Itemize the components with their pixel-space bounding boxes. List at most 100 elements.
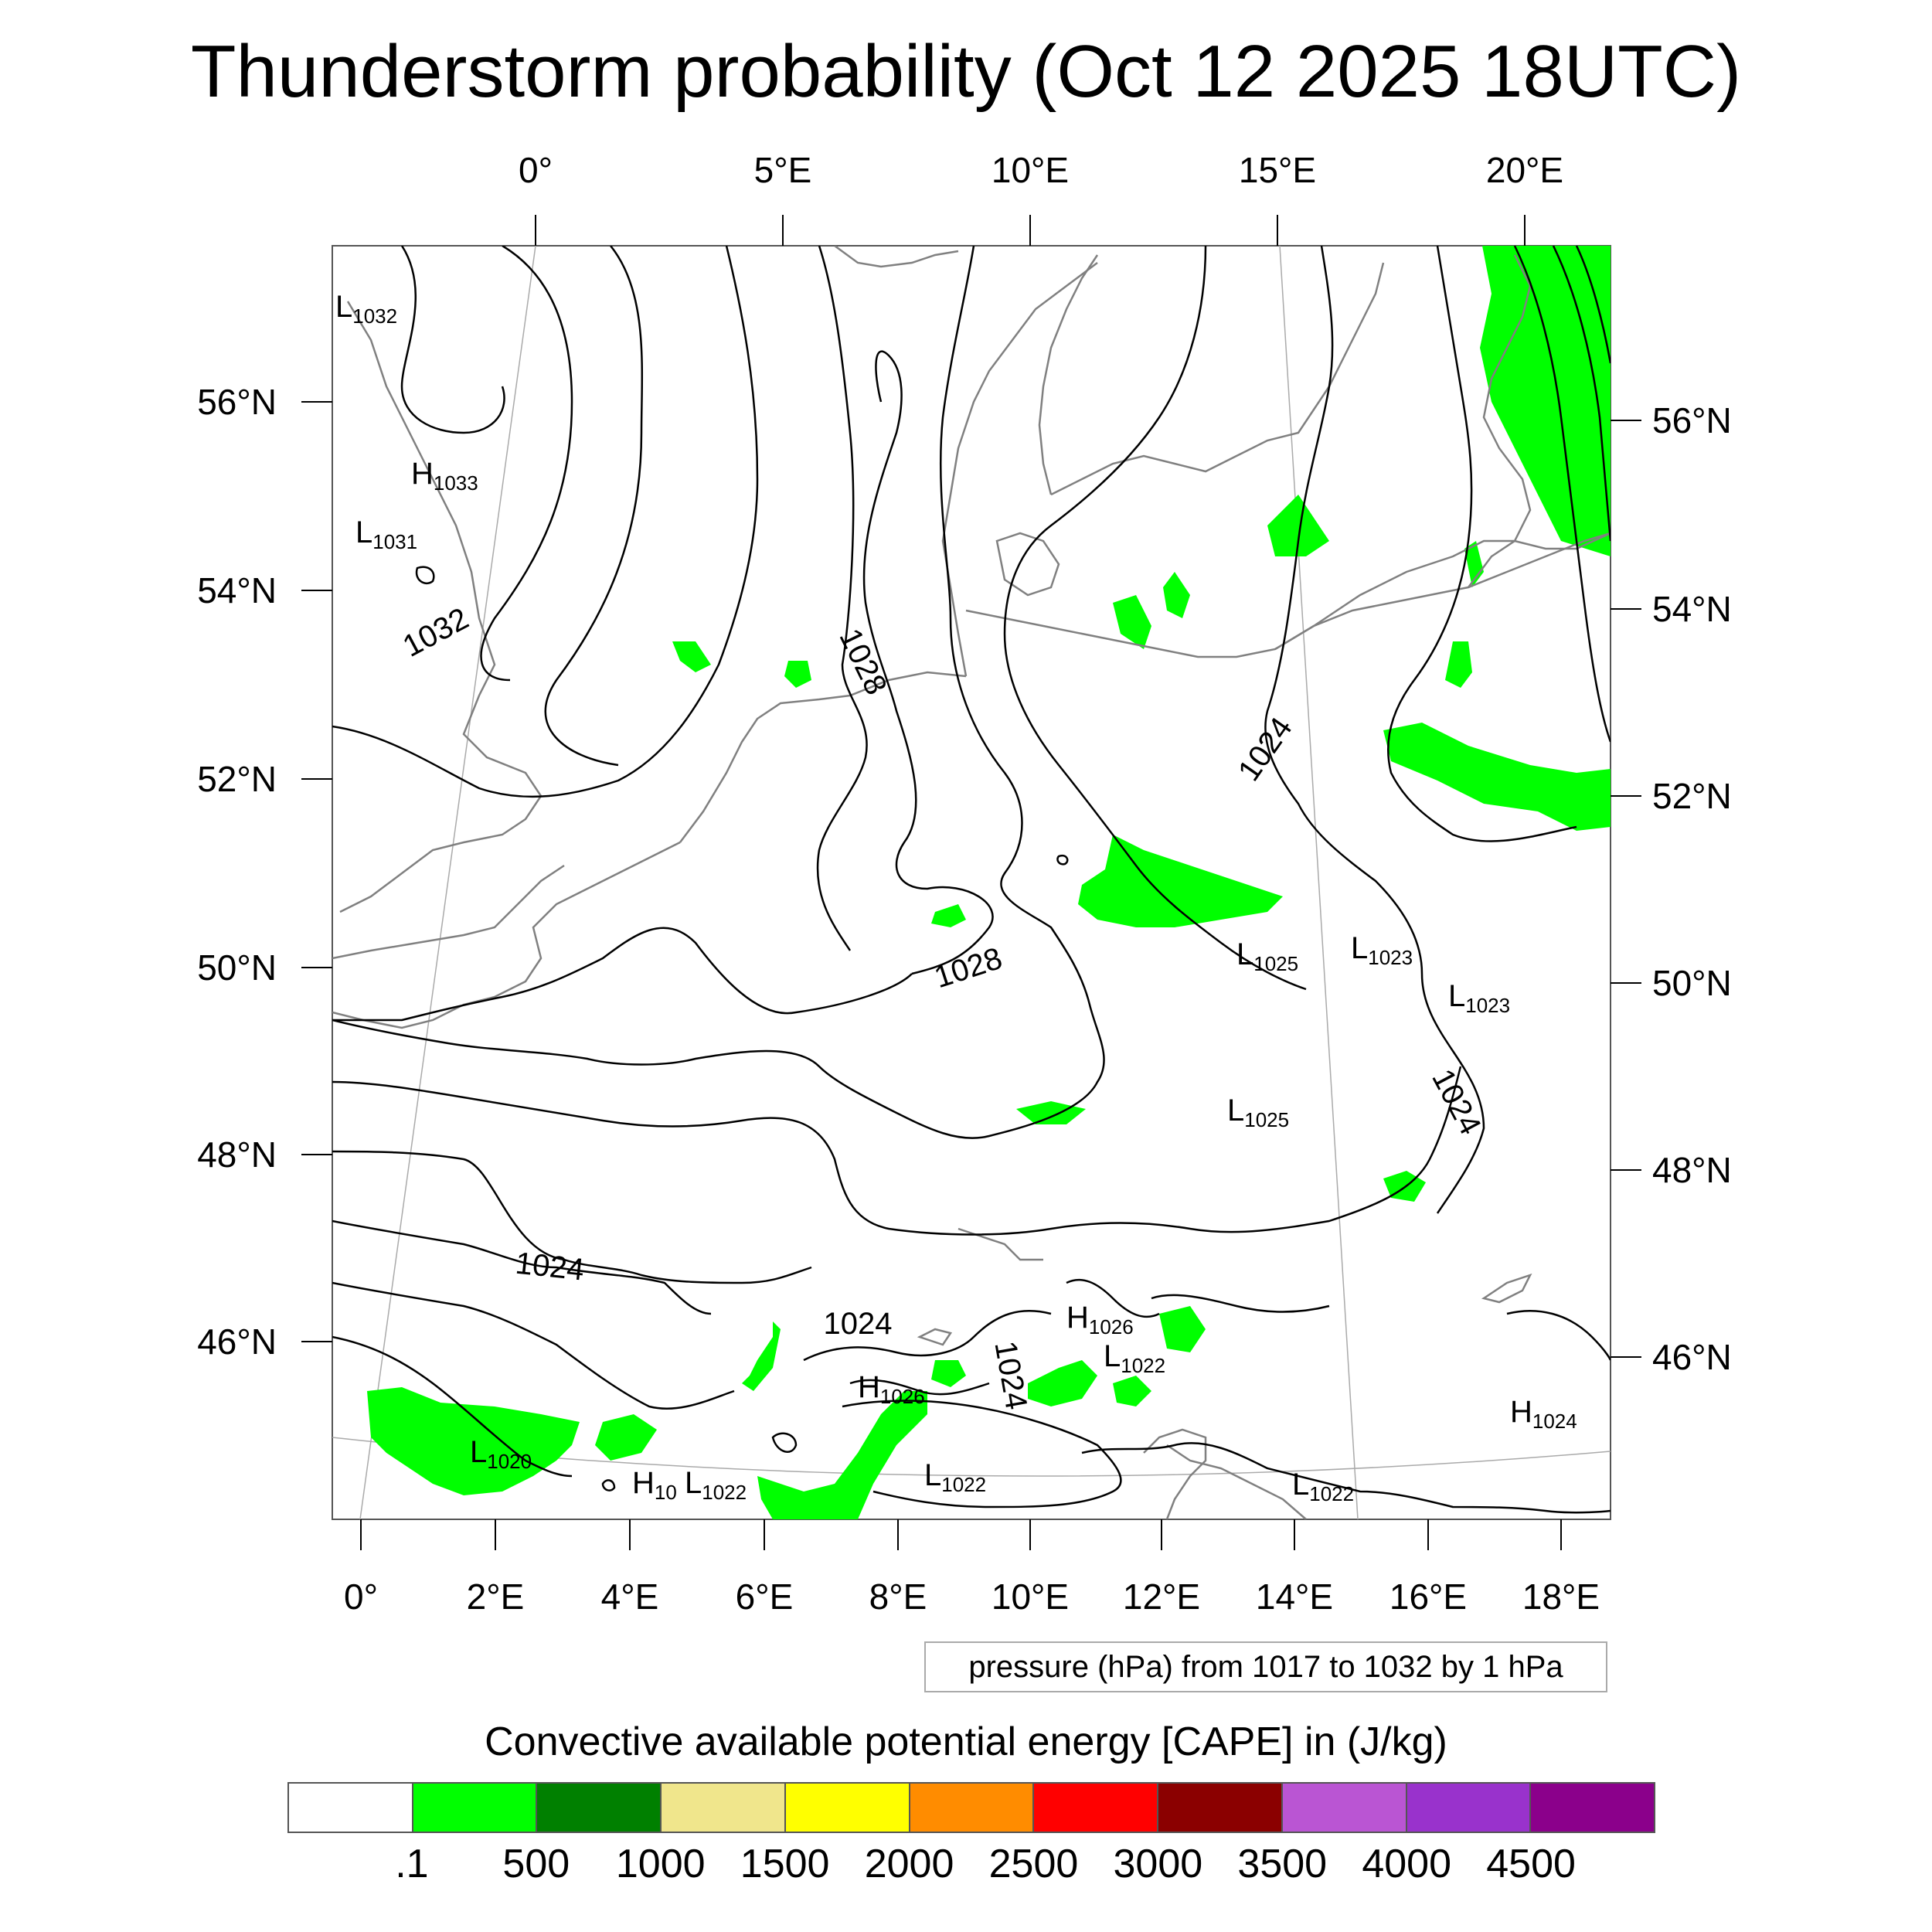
coast-norway xyxy=(834,246,959,268)
isobar-uk-high xyxy=(400,246,505,434)
left-lat-label: 48°N xyxy=(197,1134,277,1175)
left-lat-label: 50°N xyxy=(197,947,277,988)
coastlines xyxy=(332,246,1611,1519)
cape-area-poland xyxy=(1383,723,1611,831)
colorbar-swatch xyxy=(1034,1784,1159,1832)
cape-area-dolomites xyxy=(931,1360,966,1387)
isobar-central-germany xyxy=(332,246,1105,1139)
bottom-lon-label: 6°E xyxy=(736,1577,794,1617)
right-lat-label: 46°N xyxy=(1652,1337,1732,1377)
legend-title: Convective available potential energy [C… xyxy=(485,1719,1447,1764)
cape-area-luxembourg xyxy=(931,904,966,927)
pressure-center: L1023 xyxy=(1448,979,1510,1017)
right-lat-label: 56°N xyxy=(1652,400,1732,440)
coast-channel xyxy=(332,864,565,960)
tick-marks xyxy=(301,215,1641,1550)
colorbar-label: 2500 xyxy=(988,1842,1079,1886)
pressure-center: L1020 xyxy=(470,1435,532,1473)
colorbar-swatch xyxy=(1406,1784,1532,1832)
left-lat-label: 54°N xyxy=(197,570,277,611)
colorbar-label: 3000 xyxy=(1113,1842,1203,1886)
isobar-label: 1024 xyxy=(514,1247,586,1287)
colorbar-labels: .1 500 1000 1500 2000 2500 3000 3500 400… xyxy=(287,1839,1655,1893)
isobar-ring-czech xyxy=(1056,854,1069,866)
colorbar-swatch xyxy=(413,1784,538,1832)
colorbar-swatch xyxy=(289,1784,413,1832)
colorbar-label: 1500 xyxy=(740,1842,830,1886)
colorbar-swatch xyxy=(785,1784,910,1832)
bottom-lon-label: 0° xyxy=(344,1577,378,1617)
cape-area-liguria xyxy=(757,1391,927,1519)
colorbar-label: 1000 xyxy=(615,1842,706,1886)
cape-area-alps-west xyxy=(367,1387,580,1495)
isobar-1028-east xyxy=(862,350,994,975)
cape-area-alps-central xyxy=(595,1414,657,1461)
isobar-north-sea-2 xyxy=(332,246,759,798)
isobar-po-valley xyxy=(842,1400,1122,1509)
top-longitude-labels: 0° 5°E 10°E 15°E 20°E xyxy=(519,150,1563,190)
pressure-center: L1031 xyxy=(355,515,417,553)
colorbar-label: 4500 xyxy=(1486,1842,1576,1886)
cape-area-rugen xyxy=(1163,572,1190,618)
right-latitude-labels: 56°N 54°N 52°N 50°N 48°N 46°N xyxy=(1652,400,1732,1377)
isobar-hungary xyxy=(1506,1310,1611,1361)
isobar-1024-mid xyxy=(332,1219,712,1315)
cape-area-sweden xyxy=(1267,495,1329,556)
colorbar-swatch xyxy=(537,1784,662,1832)
pressure-center: L1022 xyxy=(685,1466,747,1504)
isobar-uk-1032 xyxy=(480,246,573,682)
cape-area-netherlands xyxy=(672,641,711,672)
isobar-1024-west xyxy=(332,1150,812,1284)
isobar-ring-uk xyxy=(415,566,435,585)
cape-area-lithuania xyxy=(1445,641,1472,688)
left-latitude-labels: 56°N 54°N 52°N 50°N 48°N 46°N xyxy=(197,382,277,1362)
right-lat-label: 52°N xyxy=(1652,776,1732,816)
coast-england-east xyxy=(339,301,543,913)
cape-area-bavaria xyxy=(1016,1101,1086,1124)
coast-istria xyxy=(1143,1428,1207,1519)
coast-benelux xyxy=(679,671,967,843)
bottom-lon-label: 14°E xyxy=(1256,1577,1333,1617)
top-lon-label: 20°E xyxy=(1486,150,1563,190)
bottom-lon-label: 12°E xyxy=(1123,1577,1200,1617)
colorbar-label: 4000 xyxy=(1362,1842,1452,1886)
bottom-lon-label: 16°E xyxy=(1389,1577,1467,1617)
cape-area-tyrol xyxy=(1028,1360,1097,1406)
bottom-lon-label: 18°E xyxy=(1522,1577,1600,1617)
pressure-center: L1023 xyxy=(1351,931,1413,969)
pressure-center: L1025 xyxy=(1227,1094,1289,1131)
pressure-center: L1022 xyxy=(1292,1468,1354,1505)
cape-area-baltic-east xyxy=(1480,246,1611,556)
isobar-alps-4 xyxy=(1151,1294,1330,1313)
isobar-alps-3 xyxy=(1066,1278,1160,1318)
coast-lake-constance xyxy=(917,1328,953,1346)
isobar-baltic-1024 xyxy=(1003,246,1307,991)
chart-title: Thunderstorm probability (Oct 12 2025 18… xyxy=(190,30,1742,113)
bottom-longitude-labels: 0° 2°E 4°E 6°E 8°E 10°E 12°E 14°E 16°E 1… xyxy=(344,1577,1600,1617)
coast-baltic-states xyxy=(1468,254,1532,588)
isobar-1028a xyxy=(816,246,868,951)
pressure-centers: L1032 H1033 L1031 L1025 L1023 L1023 L102… xyxy=(335,290,1577,1505)
pressure-center: L1025 xyxy=(1236,937,1298,975)
pressure-center: H1024 xyxy=(1510,1395,1577,1433)
isobar-alps-1 xyxy=(803,1310,1052,1362)
left-lat-label: 52°N xyxy=(197,759,277,799)
pressure-center: H1026 xyxy=(1066,1301,1134,1338)
cape-area-friuli xyxy=(1113,1376,1151,1406)
map-frame xyxy=(332,245,1611,1520)
bottom-lon-label: 10°E xyxy=(992,1577,1069,1617)
top-lon-label: 10°E xyxy=(992,150,1069,190)
bottom-lon-label: 2°E xyxy=(467,1577,525,1617)
left-lat-label: 56°N xyxy=(197,382,277,422)
pressure-center: H1033 xyxy=(411,457,478,495)
right-lat-label: 48°N xyxy=(1652,1150,1732,1190)
cape-area-carinthia xyxy=(1159,1306,1206,1352)
colorbar-swatch xyxy=(662,1784,786,1832)
isobar-east-2 xyxy=(1575,246,1611,364)
left-lat-label: 46°N xyxy=(197,1321,277,1362)
pressure-center: L1022 xyxy=(924,1458,986,1496)
pressure-center: L1022 xyxy=(1104,1339,1165,1377)
colorbar-label: 500 xyxy=(502,1842,570,1886)
top-lon-label: 0° xyxy=(519,150,553,190)
